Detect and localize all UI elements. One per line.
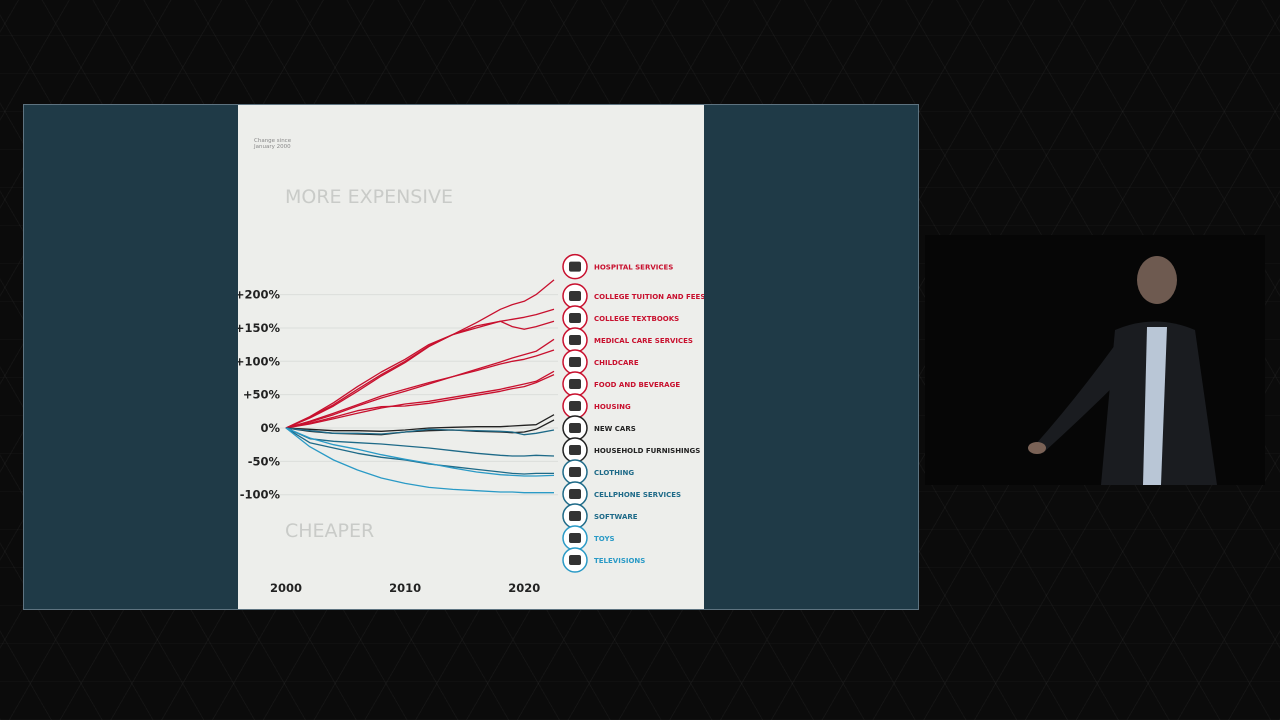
legend-item: TELEVISIONS <box>562 547 645 573</box>
legend-glyph <box>569 511 581 521</box>
legend-label: NEW CARS <box>594 425 636 433</box>
legend-glyph <box>569 379 581 389</box>
legend-label: HOSPITAL SERVICES <box>594 264 673 272</box>
legend-item: CELLPHONE SERVICES <box>562 481 681 507</box>
legend-item: HOSPITAL SERVICES <box>562 253 673 280</box>
legend-label: HOUSEHOLD FURNISHINGS <box>594 447 700 455</box>
legend-glyph <box>569 291 581 301</box>
legend-item: CLOTHING <box>562 459 634 485</box>
legend-label: CHILDCARE <box>594 359 639 367</box>
series-line-housing <box>285 374 555 429</box>
legend-item: NEW CARS <box>562 415 636 441</box>
y-tick-label: +150% <box>238 321 280 335</box>
legend-glyph <box>569 401 581 411</box>
legend-label: FOOD AND BEVERAGE <box>594 381 680 389</box>
series-line-food-and-beverage <box>285 370 555 429</box>
y-tick-label: 0% <box>260 421 280 435</box>
legend-label: HOUSING <box>594 403 631 411</box>
legend-glyph <box>569 555 581 565</box>
x-tick-label: 2010 <box>389 581 421 595</box>
legend-item: HOUSEHOLD FURNISHINGS <box>562 437 700 463</box>
legend-glyph <box>569 261 581 272</box>
legend-item: HOUSING <box>562 393 631 419</box>
legend-item: COLLEGE TEXTBOOKS <box>562 305 679 331</box>
y-tick-label: -50% <box>248 454 281 468</box>
legend-item: COLLEGE TUITION AND FEES <box>562 283 705 309</box>
series-line-childcare <box>285 349 555 429</box>
series-line-clothing <box>285 427 555 436</box>
legend-item: TOYS <box>562 525 615 551</box>
legend-label: TELEVISIONS <box>594 557 645 565</box>
legend-item: CHILDCARE <box>562 349 639 375</box>
series-line-hospital-services <box>285 279 555 429</box>
series-line-televisions <box>285 427 554 494</box>
chart-subtitle: Change since January 2000 <box>253 138 293 150</box>
legend-item: MEDICAL CARE SERVICES <box>562 327 693 353</box>
legend-item: FOOD AND BEVERAGE <box>562 371 680 397</box>
legend-glyph <box>569 467 581 477</box>
legend-glyph <box>569 445 581 455</box>
legend-glyph <box>569 313 581 323</box>
y-tick-label: +50% <box>243 388 281 402</box>
x-tick-label: 2020 <box>508 581 540 595</box>
legend-label: CLOTHING <box>594 469 634 477</box>
legend-label: CELLPHONE SERVICES <box>594 491 681 499</box>
y-tick-label: +100% <box>238 354 280 368</box>
legend-label: COLLEGE TEXTBOOKS <box>594 315 679 323</box>
series-line-toys <box>285 427 555 477</box>
legend-label: MEDICAL CARE SERVICES <box>594 337 693 345</box>
legend-label: SOFTWARE <box>594 513 638 521</box>
chart-slide: Change since January 2000 +200% +150% +100… <box>235 105 706 609</box>
legend-glyph <box>569 335 581 345</box>
y-tick-label: +200% <box>238 288 280 302</box>
price-change-chart: Change since January 2000 +200% +150% +100… <box>235 138 706 595</box>
legend-glyph <box>569 423 581 433</box>
speaker-video <box>925 235 1265 485</box>
series-line-medical-care-services <box>285 338 555 429</box>
legend-glyph <box>569 357 581 367</box>
series-line-software <box>285 427 554 475</box>
series-line-new-cars <box>285 414 555 432</box>
series-line-cellphone-services <box>285 427 555 457</box>
legend-glyph <box>569 489 581 499</box>
x-tick-label: 2000 <box>270 581 302 595</box>
legend-glyph <box>569 533 581 543</box>
legend-item: SOFTWARE <box>562 503 638 529</box>
series-line-college-textbooks <box>285 320 555 429</box>
speaker-figure <box>1028 256 1217 485</box>
more-expensive-annotation: MORE EXPENSIVE <box>285 186 453 208</box>
cheaper-annotation: CHEAPER <box>285 520 374 542</box>
y-tick-label: -100% <box>240 488 281 502</box>
legend-label: TOYS <box>594 535 615 543</box>
legend-label: COLLEGE TUITION AND FEES <box>594 293 704 301</box>
